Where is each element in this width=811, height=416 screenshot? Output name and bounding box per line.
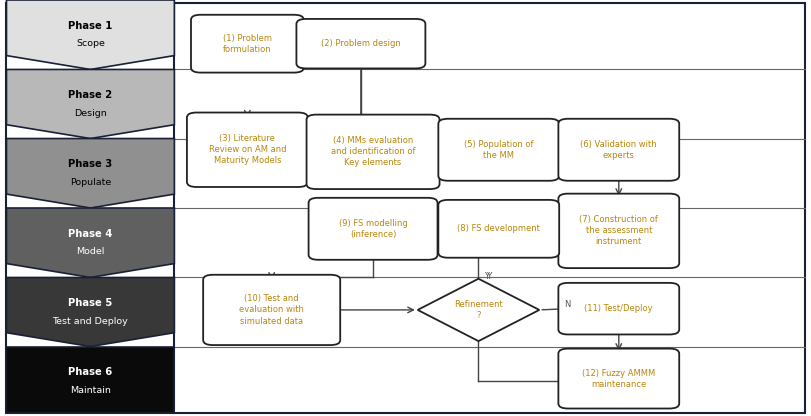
Polygon shape: [6, 347, 174, 413]
Text: Phase 3: Phase 3: [68, 159, 113, 169]
Text: (5) Population of
the MM: (5) Population of the MM: [464, 140, 534, 160]
Text: Design: Design: [74, 109, 107, 118]
Text: Refinement
?: Refinement ?: [454, 300, 503, 320]
Text: (10) Test and
evaluation with
simulated data: (10) Test and evaluation with simulated …: [239, 295, 304, 325]
Text: Y: Y: [487, 272, 491, 281]
Text: (9) FS modelling
(inference): (9) FS modelling (inference): [339, 219, 407, 239]
Text: (7) Construction of
the assessment
instrument: (7) Construction of the assessment instr…: [579, 215, 659, 246]
FancyBboxPatch shape: [558, 283, 680, 334]
Polygon shape: [6, 277, 174, 347]
FancyBboxPatch shape: [297, 19, 425, 68]
Text: (12) Fuzzy AMMM
maintenance: (12) Fuzzy AMMM maintenance: [582, 369, 655, 389]
FancyBboxPatch shape: [558, 349, 680, 409]
Text: (1) Problem
formulation: (1) Problem formulation: [223, 34, 272, 54]
FancyBboxPatch shape: [203, 275, 341, 345]
Text: Phase 5: Phase 5: [68, 298, 113, 308]
FancyBboxPatch shape: [187, 112, 307, 187]
Text: Y: Y: [484, 272, 489, 281]
Text: Phase 6: Phase 6: [68, 367, 113, 377]
Polygon shape: [6, 208, 174, 277]
Polygon shape: [6, 69, 174, 139]
FancyBboxPatch shape: [558, 194, 680, 268]
Text: Scope: Scope: [76, 40, 105, 48]
FancyBboxPatch shape: [309, 198, 438, 260]
Text: (4) MMs evaluation
and identification of
Key elements: (4) MMs evaluation and identification of…: [331, 136, 415, 167]
FancyBboxPatch shape: [307, 115, 440, 189]
Text: (11) Test/Deploy: (11) Test/Deploy: [585, 304, 653, 313]
FancyBboxPatch shape: [191, 15, 303, 72]
FancyBboxPatch shape: [6, 3, 805, 413]
FancyBboxPatch shape: [438, 200, 560, 258]
Text: (6) Validation with
experts: (6) Validation with experts: [581, 140, 657, 160]
Text: Model: Model: [76, 248, 105, 256]
Text: N: N: [564, 300, 571, 309]
Text: Phase 4: Phase 4: [68, 228, 113, 239]
Text: Test and Deploy: Test and Deploy: [53, 317, 128, 326]
Text: Phase 1: Phase 1: [68, 20, 113, 31]
Polygon shape: [6, 139, 174, 208]
Text: (8) FS development: (8) FS development: [457, 224, 540, 233]
FancyBboxPatch shape: [558, 119, 680, 181]
Polygon shape: [6, 0, 174, 69]
Text: (3) Literature
Review on AM and
Maturity Models: (3) Literature Review on AM and Maturity…: [208, 134, 286, 165]
Text: Maintain: Maintain: [70, 386, 111, 395]
Text: Phase 2: Phase 2: [68, 90, 113, 100]
FancyBboxPatch shape: [438, 119, 560, 181]
Text: Populate: Populate: [70, 178, 111, 187]
Polygon shape: [418, 279, 539, 341]
Text: (2) Problem design: (2) Problem design: [321, 39, 401, 48]
